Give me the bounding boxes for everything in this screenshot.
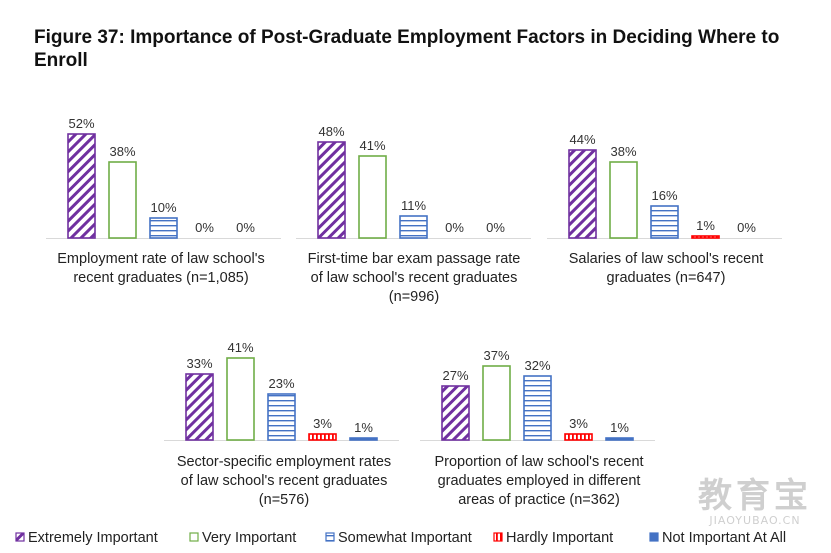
category-label: Sector-specific employment rates	[177, 454, 391, 470]
chart-panel: 27% 37% 32% 3% 1% Proportion of law school's …	[420, 348, 655, 508]
category-label: Proportion of law school's recent	[434, 454, 643, 470]
data-label: 0%	[445, 220, 464, 235]
category-label: First-time bar exam passage rate	[308, 251, 521, 267]
category-label: Employment rate of law school's	[57, 251, 264, 267]
category-label: (n=996)	[389, 289, 439, 305]
data-label: 10%	[150, 200, 176, 215]
legend-label: Very Important	[202, 530, 296, 546]
watermark-logo: 教育宝 JIAOYUBAO.CN	[690, 478, 820, 527]
data-label: 38%	[610, 144, 636, 159]
bar-not-important-at-all	[349, 437, 378, 441]
chart-panel: 44% 38% 16% 1% 0% Salaries of law school's re…	[547, 132, 782, 286]
chart-panel: 48% 41% 11% 0% 0% First-time bar exam passage…	[296, 124, 531, 305]
data-label: 27%	[442, 368, 468, 383]
chart-legend: Extremely Important Very Important Somewha…	[15, 530, 786, 546]
data-label: 52%	[68, 116, 94, 131]
category-label: of law school's recent graduates	[311, 270, 518, 286]
legend-swatch	[493, 532, 503, 542]
chart-panel: 52% 38% 10% 0% 0% Employment rate of law scho…	[46, 116, 281, 286]
data-label: 1%	[354, 420, 373, 435]
bar-very-important	[482, 365, 511, 441]
bar-extremely-important	[568, 149, 597, 239]
legend-label: Somewhat Important	[338, 530, 472, 546]
data-label: 11%	[401, 198, 426, 213]
bar-very-important	[358, 155, 387, 239]
bar-extremely-important	[185, 373, 214, 441]
data-label: 0%	[737, 220, 756, 235]
data-label: 41%	[359, 138, 385, 153]
data-label: 0%	[486, 220, 505, 235]
legend-swatch	[325, 532, 335, 542]
bar-somewhat-important	[399, 215, 428, 239]
chart-title: Figure 37: Importance of Post-Graduate E…	[34, 27, 780, 71]
legend-label: Extremely Important	[28, 530, 158, 546]
chart-panels: 52% 38% 10% 0% 0% Employment rate of law scho…	[46, 116, 782, 508]
bar-somewhat-important	[267, 393, 296, 441]
bar-very-important	[108, 161, 137, 239]
data-label: 33%	[186, 356, 212, 371]
data-label: 0%	[236, 220, 255, 235]
data-label: 41%	[227, 340, 253, 355]
bar-somewhat-important	[149, 217, 178, 239]
bar-hardly-important	[308, 433, 337, 441]
legend-label: Hardly Important	[506, 530, 613, 546]
legend-item-very-important: Very Important	[189, 530, 296, 546]
data-label: 1%	[610, 420, 629, 435]
legend-item-extremely-important: Extremely Important	[15, 530, 158, 546]
data-label: 3%	[569, 416, 588, 431]
category-label: graduates (n=647)	[607, 270, 726, 286]
legend-swatch	[649, 532, 659, 542]
watermark-text-cn: 教育宝	[698, 476, 812, 516]
bar-somewhat-important	[523, 375, 552, 441]
bar-not-important-at-all	[605, 437, 634, 441]
bar-extremely-important	[317, 141, 346, 239]
data-label: 1%	[696, 218, 715, 233]
bar-very-important	[226, 357, 255, 441]
bar-extremely-important	[67, 133, 96, 239]
data-label: 48%	[318, 124, 344, 139]
bar-hardly-important	[691, 235, 720, 239]
category-label: graduates employed in different	[438, 473, 641, 489]
legend-swatch	[15, 532, 25, 542]
category-label: recent graduates (n=1,085)	[73, 270, 248, 286]
category-label: areas of practice (n=362)	[458, 492, 620, 508]
category-label: of law school's recent graduates	[181, 473, 388, 489]
data-label: 23%	[268, 376, 294, 391]
legend-item-not-important-at-all: Not Important At All	[649, 530, 786, 546]
data-label: 0%	[195, 220, 214, 235]
category-label: (n=576)	[259, 492, 309, 508]
watermark-text-en: JIAOYUBAO.CN	[709, 514, 801, 527]
data-label: 38%	[109, 144, 135, 159]
bar-extremely-important	[441, 385, 470, 441]
bar-somewhat-important	[650, 205, 679, 239]
bar-hardly-important	[564, 433, 593, 441]
data-label: 37%	[483, 348, 509, 363]
legend-label: Not Important At All	[662, 530, 786, 546]
legend-swatch	[189, 532, 199, 542]
data-label: 44%	[569, 132, 595, 147]
bar-very-important	[609, 161, 638, 239]
legend-item-somewhat-important: Somewhat Important	[325, 530, 472, 546]
legend-item-hardly-important: Hardly Important	[493, 530, 613, 546]
data-label: 16%	[651, 188, 677, 203]
data-label: 3%	[313, 416, 332, 431]
data-label: 32%	[524, 358, 550, 373]
category-label: Salaries of law school's recent	[569, 251, 764, 267]
chart-panel: 33% 41% 23% 3% 1% Sector-specific employment …	[164, 340, 399, 508]
